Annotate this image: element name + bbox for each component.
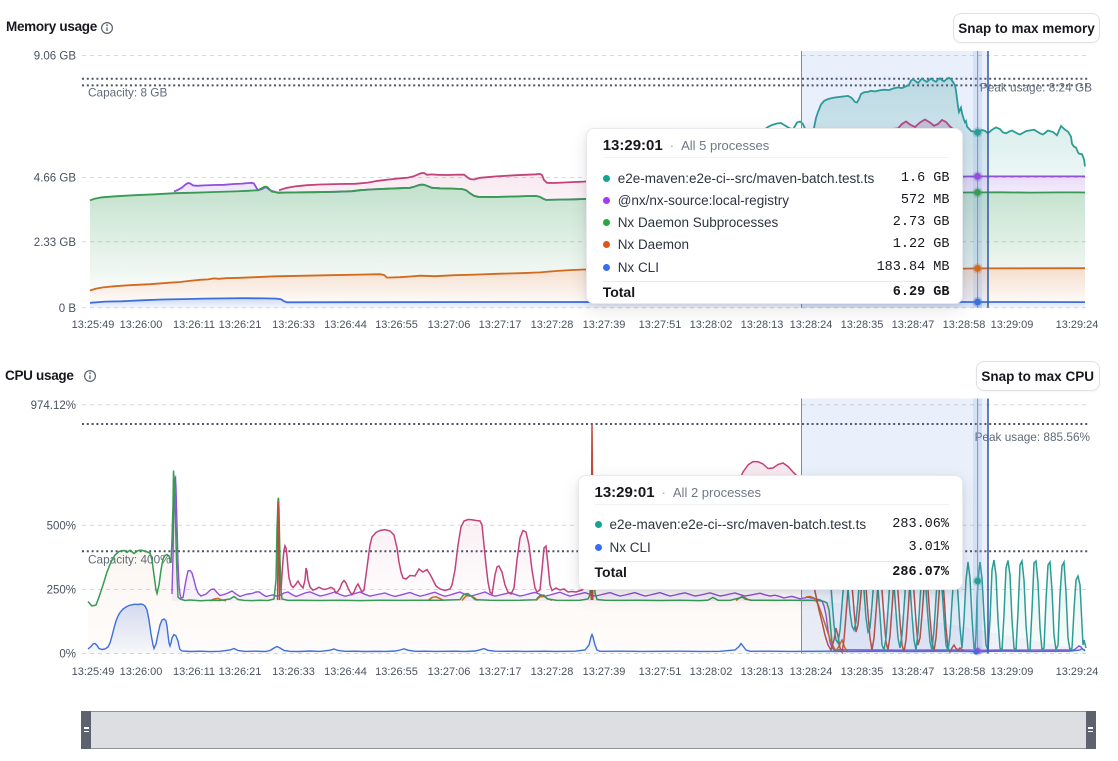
- svg-text:13:28:35: 13:28:35: [841, 319, 884, 331]
- svg-text:13:26:21: 13:26:21: [219, 666, 262, 678]
- svg-text:13:28:13: 13:28:13: [741, 666, 784, 678]
- svg-text:Capacity: 400%: Capacity: 400%: [88, 553, 171, 567]
- svg-text:9.06 GB: 9.06 GB: [34, 51, 77, 63]
- svg-text:13:29:09: 13:29:09: [991, 319, 1034, 331]
- svg-text:13:27:06: 13:27:06: [428, 319, 471, 331]
- svg-text:13:26:44: 13:26:44: [324, 666, 367, 678]
- svg-text:13:27:17: 13:27:17: [479, 666, 522, 678]
- svg-text:250%: 250%: [47, 585, 76, 597]
- svg-text:13:27:51: 13:27:51: [639, 666, 682, 678]
- svg-text:13:26:33: 13:26:33: [272, 666, 315, 678]
- svg-text:13:28:24: 13:28:24: [790, 666, 833, 678]
- svg-text:13:27:06: 13:27:06: [428, 666, 471, 678]
- svg-text:13:29:09: 13:29:09: [991, 666, 1034, 678]
- svg-text:13:27:39: 13:27:39: [583, 319, 626, 331]
- svg-text:2.33 GB: 2.33 GB: [34, 237, 77, 249]
- svg-text:13:26:55: 13:26:55: [375, 666, 418, 678]
- svg-text:13:28:02: 13:28:02: [690, 319, 733, 331]
- svg-text:13:28:13: 13:28:13: [741, 319, 784, 331]
- svg-text:13:26:44: 13:26:44: [324, 319, 367, 331]
- svg-text:13:29:24: 13:29:24: [1056, 666, 1099, 678]
- svg-text:13:28:58: 13:28:58: [943, 666, 986, 678]
- svg-text:13:28:58: 13:28:58: [943, 319, 986, 331]
- svg-text:Capacity: 8 GB: Capacity: 8 GB: [88, 86, 167, 100]
- svg-text:13:25:49: 13:25:49: [72, 319, 115, 331]
- svg-text:13:28:24: 13:28:24: [790, 319, 833, 331]
- svg-text:13:29:24: 13:29:24: [1056, 319, 1099, 331]
- svg-text:13:27:28: 13:27:28: [531, 666, 574, 678]
- svg-text:13:28:47: 13:28:47: [892, 319, 935, 331]
- svg-text:13:28:47: 13:28:47: [892, 666, 935, 678]
- svg-text:13:27:17: 13:27:17: [479, 319, 522, 331]
- svg-text:13:26:11: 13:26:11: [173, 666, 215, 678]
- svg-text:13:26:11: 13:26:11: [173, 319, 215, 331]
- svg-text:13:26:00: 13:26:00: [120, 666, 163, 678]
- svg-text:13:26:21: 13:26:21: [219, 319, 262, 331]
- svg-text:13:26:00: 13:26:00: [120, 319, 163, 331]
- svg-text:974.12%: 974.12%: [31, 400, 76, 412]
- svg-text:13:28:02: 13:28:02: [690, 666, 733, 678]
- svg-text:0%: 0%: [59, 649, 76, 661]
- svg-text:13:28:35: 13:28:35: [841, 666, 884, 678]
- svg-text:13:27:39: 13:27:39: [583, 666, 626, 678]
- svg-text:Peak usage: 8.24 GB: Peak usage: 8.24 GB: [980, 81, 1092, 95]
- svg-text:500%: 500%: [47, 520, 76, 532]
- svg-text:13:27:28: 13:27:28: [531, 319, 574, 331]
- svg-text:0 B: 0 B: [59, 303, 77, 315]
- svg-text:13:26:33: 13:26:33: [272, 319, 315, 331]
- svg-text:Peak usage: 885.56%: Peak usage: 885.56%: [975, 430, 1091, 444]
- svg-text:4.66 GB: 4.66 GB: [34, 173, 77, 185]
- svg-text:13:26:55: 13:26:55: [375, 319, 418, 331]
- svg-text:13:27:51: 13:27:51: [639, 319, 682, 331]
- svg-text:13:25:49: 13:25:49: [72, 666, 115, 678]
